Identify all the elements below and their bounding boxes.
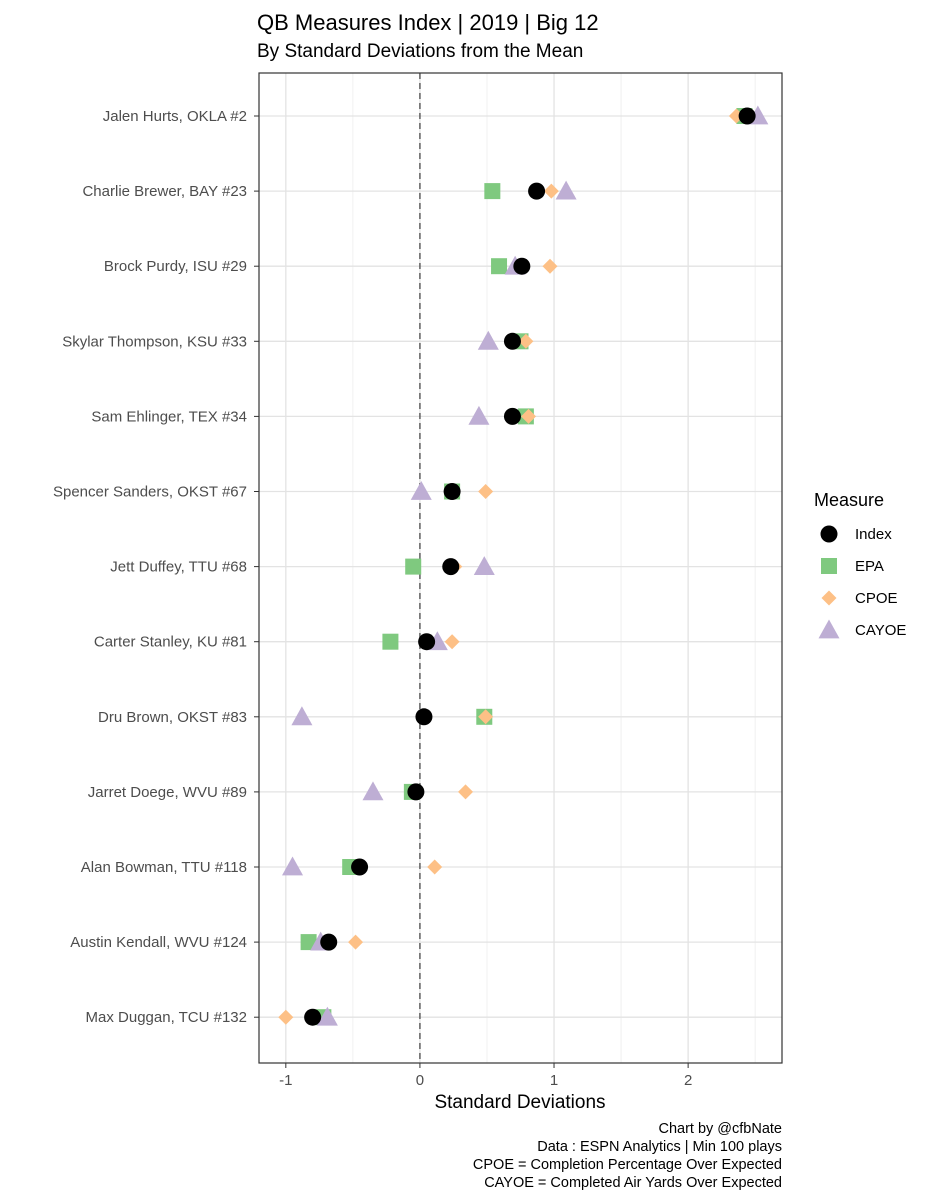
index-point	[503, 407, 521, 425]
y-tick-label: Brock Purdy, ISU #29	[104, 258, 247, 275]
cpoe-point	[458, 784, 474, 800]
cpoe-point	[444, 634, 460, 650]
index-point	[503, 332, 521, 350]
index-point	[513, 257, 531, 275]
legend-key-cayoe	[818, 619, 840, 639]
epa-point	[491, 258, 508, 275]
x-tick-label: 0	[416, 1072, 424, 1089]
cpoe-point	[478, 484, 494, 499]
y-tick-label: Carter Stanley, KU #81	[94, 634, 247, 651]
y-tick-label: Austin Kendall, WVU #124	[70, 934, 247, 951]
legend-title: Measure	[814, 490, 884, 510]
cpoe-point	[518, 333, 534, 349]
x-tick-label: 1	[550, 1072, 558, 1089]
plot-panel	[259, 73, 782, 1063]
caption-line-cayoe: CAYOE = Completed Air Yards Over Expecte…	[484, 1175, 782, 1191]
caption-line-cpoe: CPOE = Completion Percentage Over Expect…	[473, 1157, 782, 1173]
epa-point	[405, 558, 422, 575]
cayoe-point	[316, 1006, 338, 1026]
index-point	[418, 633, 436, 651]
y-tick-label: Jalen Hurts, OKLA #2	[103, 108, 247, 125]
epa-point	[484, 183, 501, 200]
data-marks	[278, 105, 769, 1026]
y-tick-label: Dru Brown, OKST #83	[98, 709, 247, 726]
cpoe-point	[521, 408, 537, 424]
x-tick-label: 2	[684, 1072, 692, 1089]
cayoe-point	[410, 481, 432, 500]
plot-border	[258, 72, 783, 1064]
cpoe-point	[348, 934, 364, 950]
cpoe-point	[278, 1009, 294, 1025]
cayoe-point	[282, 856, 304, 876]
index-point	[738, 107, 756, 125]
cpoe-point	[478, 709, 494, 725]
caption-line-source: Data : ESPN Analytics | Min 100 plays	[537, 1139, 782, 1155]
y-tick-label: Jarret Doege, WVU #89	[88, 784, 247, 801]
cpoe-point	[543, 183, 559, 199]
cayoe-point	[477, 330, 499, 350]
y-tick-label: Alan Bowman, TTU #118	[81, 859, 247, 876]
index-point	[351, 858, 369, 876]
index-point	[415, 708, 433, 726]
epa-point	[300, 934, 317, 951]
y-tick-label: Sam Ehlinger, TEX #34	[91, 408, 247, 425]
caption-line-credit: Chart by @cfbNate	[658, 1121, 782, 1137]
y-tick-label: Spencer Sanders, OKST #67	[53, 484, 247, 501]
caption: Chart by @cfbNate Data : ESPN Analytics …	[473, 1121, 782, 1191]
y-tick-label: Max Duggan, TCU #132	[86, 1009, 247, 1026]
y-tick-label: Jett Duffey, TTU #68	[110, 559, 247, 576]
chart-subtitle: By Standard Deviations from the Mean	[257, 41, 583, 62]
cayoe-point	[555, 180, 577, 200]
cayoe-point	[362, 781, 384, 801]
legend-label-cpoe: CPOE	[855, 590, 898, 607]
x-tick-label: -1	[279, 1072, 292, 1089]
legend-key-cpoe	[821, 590, 837, 606]
legend-label-index: Index	[855, 526, 892, 543]
legend-key-index	[820, 525, 838, 543]
x-axis-title: Standard Deviations	[434, 1092, 605, 1113]
chart-title: QB Measures Index | 2019 | Big 12	[257, 10, 599, 35]
index-point	[304, 1008, 322, 1026]
cpoe-point	[427, 859, 443, 875]
index-point	[528, 182, 546, 200]
legend-label-cayoe: CAYOE	[855, 622, 906, 639]
cayoe-point	[291, 706, 313, 726]
legend: Measure Index EPA CPOE CAYOE	[814, 490, 906, 639]
x-axis-ticks: -1 0 1 2	[279, 1063, 692, 1089]
cayoe-point	[468, 405, 490, 425]
index-point	[442, 558, 460, 576]
index-point	[407, 783, 425, 801]
cpoe-point	[542, 258, 558, 274]
y-tick-label: Skylar Thompson, KSU #33	[62, 333, 247, 350]
index-point	[320, 933, 338, 951]
epa-point	[382, 633, 399, 650]
legend-label-epa: EPA	[855, 558, 884, 575]
y-tick-label: Charlie Brewer, BAY #23	[82, 183, 247, 200]
y-axis-labels: Jalen Hurts, OKLA #2 Charlie Brewer, BAY …	[53, 108, 259, 1026]
cayoe-point	[473, 556, 495, 575]
legend-key-epa	[821, 558, 837, 574]
index-point	[443, 483, 461, 500]
